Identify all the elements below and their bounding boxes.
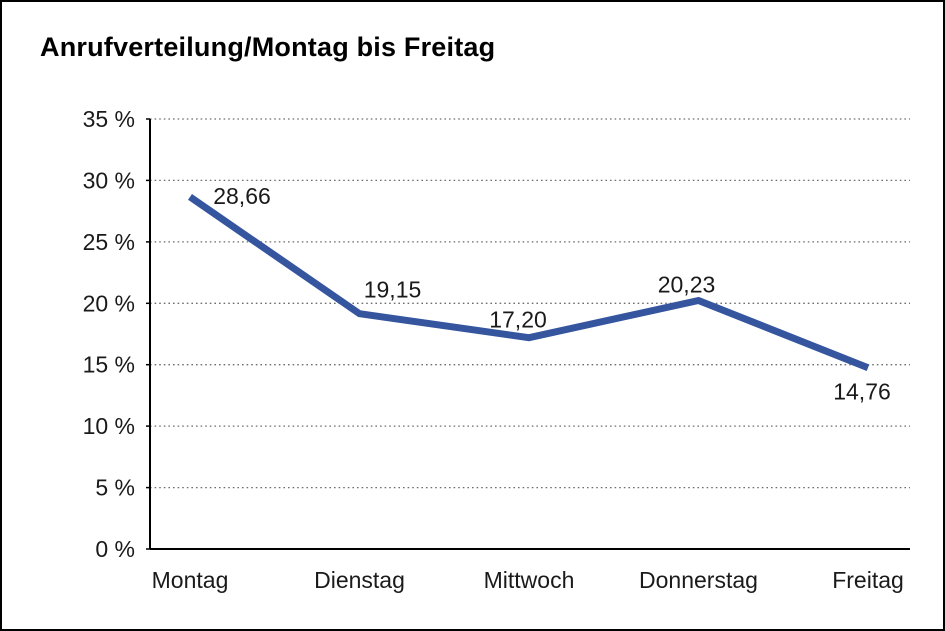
x-category-label: Montag bbox=[152, 567, 229, 593]
chart-title: Anrufverteilung/Montag bis Freitag bbox=[40, 32, 496, 62]
data-label: 19,15 bbox=[364, 277, 422, 303]
x-category-label: Donnerstag bbox=[639, 567, 758, 593]
y-tick-label: 30 % bbox=[83, 167, 135, 193]
y-tick-label: 5 % bbox=[95, 475, 135, 501]
data-label: 14,76 bbox=[833, 379, 891, 405]
y-tick-label: 0 % bbox=[95, 536, 135, 562]
data-label: 20,23 bbox=[658, 272, 716, 298]
y-tick-label: 35 % bbox=[83, 106, 135, 132]
y-tick-label: 15 % bbox=[83, 352, 135, 378]
y-tick-label: 20 % bbox=[83, 290, 135, 316]
data-label: 28,66 bbox=[213, 183, 271, 209]
data-label: 17,20 bbox=[489, 307, 547, 333]
x-category-label: Dienstag bbox=[314, 567, 405, 593]
y-tick-label: 25 % bbox=[83, 229, 135, 255]
y-tick-label: 10 % bbox=[83, 413, 135, 439]
series-line bbox=[188, 194, 870, 371]
x-category-label: Freitag bbox=[832, 567, 904, 593]
x-category-label: Mittwoch bbox=[484, 567, 575, 593]
